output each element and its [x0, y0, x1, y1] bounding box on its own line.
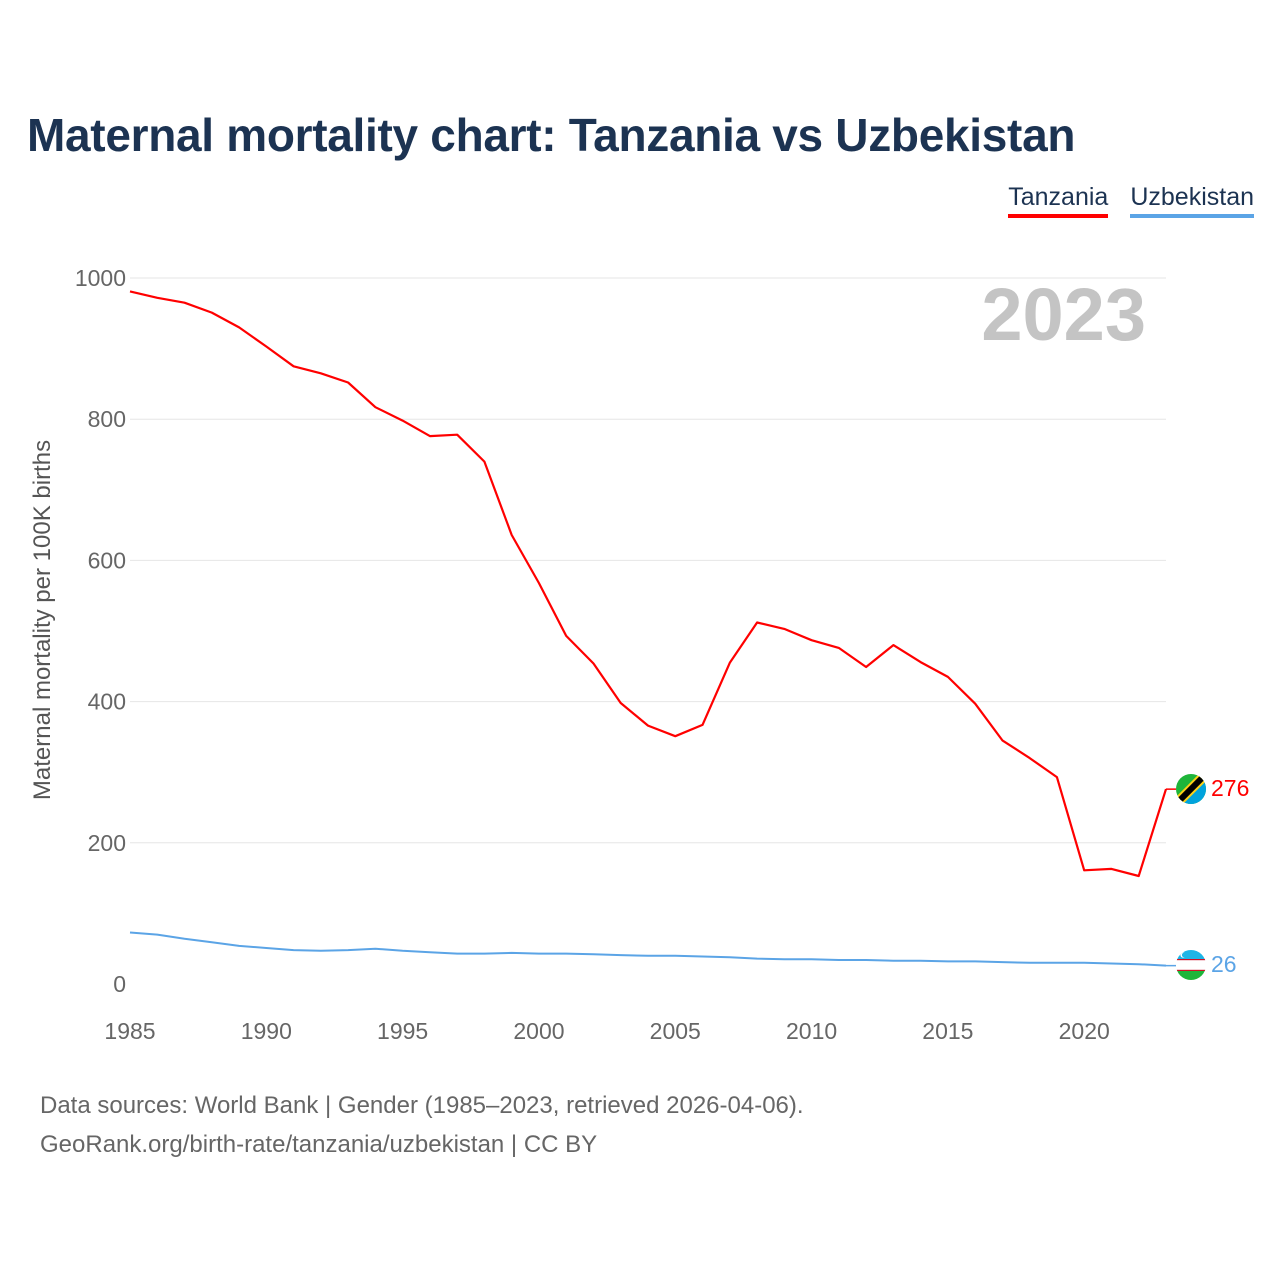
y-tick-label-600: 600: [88, 547, 126, 573]
y-tick-label-200: 200: [88, 830, 126, 856]
tanzania-flag-icon: [1176, 774, 1206, 804]
x-tick-label-2020: 2020: [1059, 1018, 1110, 1044]
data-source-note: Data sources: World Bank | Gender (1985–…: [40, 1086, 804, 1164]
x-tick-label-2000: 2000: [513, 1018, 564, 1044]
series-lines: [129, 290, 1176, 967]
y-axis-title: Maternal mortality per 100K births: [29, 440, 56, 800]
legend-item-uzbekistan[interactable]: Uzbekistan: [1130, 183, 1254, 218]
uzbekistan-flag-icon: [1176, 950, 1206, 980]
chart-title: Maternal mortality chart: Tanzania vs Uz…: [27, 109, 1076, 161]
y-tick-label-0: 0: [113, 971, 126, 997]
x-tick-label-1995: 1995: [377, 1018, 428, 1044]
y-tick-label-800: 800: [88, 406, 126, 432]
x-tick-label-2015: 2015: [922, 1018, 973, 1044]
y-tick-label-1000: 1000: [75, 265, 126, 291]
source-line-2[interactable]: GeoRank.org/birth-rate/tanzania/uzbekist…: [40, 1131, 598, 1158]
line-chart: 2023 0 200 400 600 800 1000 1985 1990 1995 2000 2…: [29, 265, 1249, 1044]
x-tick-label-1985: 1985: [104, 1018, 155, 1044]
legend-item-tanzania[interactable]: Tanzania: [1008, 183, 1109, 218]
year-watermark: 2023: [981, 273, 1146, 356]
x-tick-label-2010: 2010: [786, 1018, 837, 1044]
source-line-1: Data sources: World Bank | Gender (1985–…: [40, 1092, 804, 1119]
series-line-tanzania[interactable]: [129, 290, 1168, 878]
uzbekistan-end-label: 26: [1211, 951, 1237, 977]
x-axis-ticks: 1985 1990 1995 2000 2005 2010 2015 2020: [104, 1018, 1109, 1044]
tanzania-end-label: 276: [1211, 775, 1249, 801]
legend: Tanzania Uzbekistan: [1008, 183, 1254, 218]
x-tick-label-1990: 1990: [241, 1018, 292, 1044]
y-tick-label-400: 400: [88, 689, 126, 715]
y-axis-ticks: 0 200 400 600 800 1000: [75, 265, 126, 997]
grid-lines: [130, 277, 1166, 844]
series-line-uzbekistan[interactable]: [129, 931, 1167, 967]
x-tick-label-2005: 2005: [650, 1018, 701, 1044]
